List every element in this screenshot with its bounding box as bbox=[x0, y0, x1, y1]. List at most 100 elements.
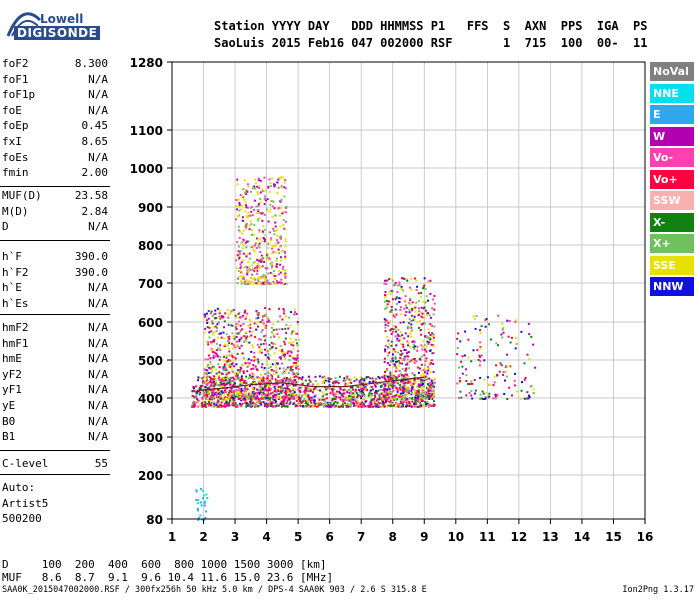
echo-point bbox=[383, 360, 386, 363]
echo-point bbox=[249, 327, 252, 330]
echo-point bbox=[399, 297, 402, 300]
echo-point bbox=[222, 369, 225, 372]
echo-point bbox=[479, 397, 482, 400]
echo-point bbox=[240, 282, 243, 285]
echo-point bbox=[221, 385, 224, 388]
echo-point bbox=[396, 284, 399, 287]
echo-point bbox=[405, 399, 408, 402]
echo-point bbox=[424, 301, 427, 304]
echo-point bbox=[216, 397, 219, 400]
echo-point bbox=[213, 351, 216, 354]
echo-point bbox=[242, 275, 245, 278]
echo-point bbox=[324, 403, 327, 406]
echo-point bbox=[287, 327, 290, 330]
echo-point bbox=[231, 354, 234, 357]
echo-point bbox=[284, 206, 287, 209]
echo-point bbox=[222, 393, 225, 396]
echo-point bbox=[280, 391, 283, 394]
echo-point bbox=[268, 320, 271, 323]
echo-point bbox=[388, 351, 391, 354]
logo-line2: DIGISONDE bbox=[14, 26, 101, 40]
echo-point bbox=[495, 364, 498, 367]
param-row: h`Es N/A bbox=[2, 296, 108, 310]
echo-point bbox=[233, 382, 236, 385]
echo-point bbox=[214, 355, 217, 358]
echo-point bbox=[240, 399, 243, 402]
echo-point bbox=[270, 185, 273, 188]
echo-point bbox=[398, 397, 401, 400]
x-tick-label: 3 bbox=[231, 530, 239, 544]
echo-point bbox=[310, 399, 313, 402]
echo-point bbox=[246, 397, 249, 400]
echo-point bbox=[303, 390, 306, 393]
echo-point bbox=[388, 375, 391, 378]
echo-point bbox=[406, 352, 409, 355]
echo-point bbox=[245, 255, 248, 258]
echo-point bbox=[210, 377, 213, 380]
echo-point bbox=[266, 399, 269, 402]
echo-point bbox=[313, 401, 316, 404]
echo-point bbox=[279, 245, 282, 248]
echo-point bbox=[215, 326, 218, 329]
echo-point bbox=[286, 395, 289, 398]
echo-point bbox=[357, 394, 360, 397]
echo-point bbox=[247, 395, 250, 398]
echo-point bbox=[236, 376, 239, 379]
echo-point bbox=[224, 360, 227, 363]
echo-point bbox=[221, 396, 224, 399]
echo-point bbox=[230, 380, 233, 383]
echo-point bbox=[314, 380, 317, 383]
echo-point bbox=[273, 335, 276, 338]
echo-point bbox=[228, 350, 231, 353]
echo-point bbox=[211, 367, 214, 370]
echo-point bbox=[285, 379, 288, 382]
echo-point bbox=[225, 373, 228, 376]
echo-point bbox=[261, 319, 264, 322]
echo-point bbox=[393, 385, 396, 388]
echo-point bbox=[289, 401, 292, 404]
echo-point bbox=[401, 374, 404, 377]
echo-point bbox=[422, 373, 425, 376]
echo-point bbox=[232, 402, 235, 405]
echo-point bbox=[276, 263, 279, 266]
echo-point bbox=[409, 332, 412, 335]
echo-point bbox=[251, 214, 254, 217]
echo-point bbox=[418, 385, 421, 388]
echo-point bbox=[197, 518, 200, 521]
echo-point bbox=[274, 378, 277, 381]
footer-muf-row: MUF 8.6 8.7 9.1 9.6 10.4 11.6 15.0 23.6 … bbox=[2, 571, 334, 584]
echo-point bbox=[429, 360, 432, 363]
echo-point bbox=[266, 256, 269, 259]
echo-point bbox=[415, 405, 418, 408]
echo-point bbox=[273, 393, 276, 396]
echo-point bbox=[236, 254, 239, 257]
echo-point bbox=[399, 353, 402, 356]
echo-point bbox=[334, 381, 337, 384]
echo-point bbox=[305, 389, 308, 392]
echo-point bbox=[407, 392, 410, 395]
echo-point bbox=[261, 389, 264, 392]
echo-point bbox=[415, 360, 418, 363]
echo-point bbox=[419, 379, 422, 382]
echo-point bbox=[516, 390, 519, 393]
echo-point bbox=[216, 354, 219, 357]
echo-point bbox=[244, 192, 247, 195]
echo-point bbox=[520, 389, 523, 392]
echo-point bbox=[432, 336, 435, 339]
echo-point bbox=[330, 404, 333, 407]
legend-item-ssw: SSW bbox=[650, 191, 694, 210]
echo-point bbox=[247, 282, 250, 285]
echo-point bbox=[256, 272, 259, 275]
echo-point bbox=[296, 397, 299, 400]
echo-point bbox=[264, 189, 267, 192]
echo-point bbox=[223, 355, 226, 358]
echo-point bbox=[304, 399, 307, 402]
echo-point bbox=[259, 179, 262, 182]
echo-point bbox=[249, 397, 252, 400]
echo-point bbox=[381, 376, 384, 379]
echo-point bbox=[278, 236, 281, 239]
echo-point bbox=[416, 321, 419, 324]
echo-point bbox=[289, 369, 292, 372]
echo-point bbox=[222, 316, 225, 319]
